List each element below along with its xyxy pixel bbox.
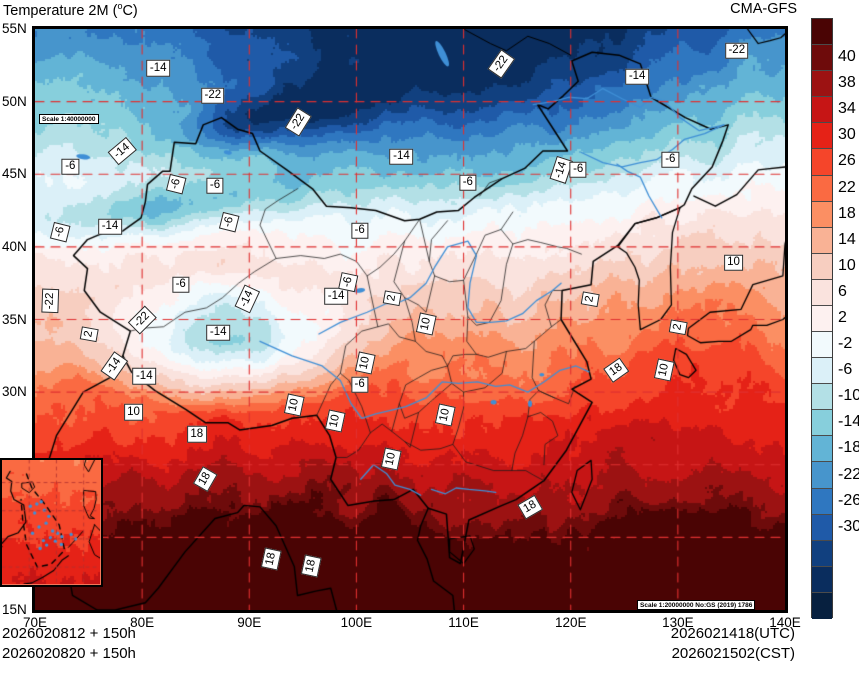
lon-tick-label: 140E — [769, 615, 801, 630]
colorbar-segment — [812, 71, 832, 98]
lat-tick-label: 15N — [2, 602, 27, 617]
contour-label: -22 — [201, 87, 225, 105]
contour-label: -6 — [661, 151, 679, 168]
contour-label: 2 — [79, 325, 98, 343]
colorbar-segment — [812, 410, 832, 437]
contour-label: -14 — [132, 367, 157, 385]
colorbar-segment — [812, 566, 832, 593]
lat-tick-label: 35N — [2, 311, 27, 327]
contour-label: -14 — [324, 288, 348, 305]
init-time-utc: 2026020812 + 150h — [2, 625, 136, 642]
contour-label: 2 — [668, 318, 688, 335]
forecast-map[interactable] — [32, 26, 788, 613]
model-label: CMA-GFS — [730, 1, 797, 17]
lat-tick-label: 55N — [2, 21, 27, 36]
colorbar-segment — [812, 45, 832, 72]
colorbar-tick-label: -30 — [838, 517, 859, 535]
colorbar-tick-label: -6 — [838, 361, 853, 379]
colorbar-tick-label: -26 — [838, 491, 859, 509]
lon-tick-label: 90E — [237, 615, 262, 630]
map-scale-label: Scale 1:20000000 No:GS (2019) 1786 — [637, 600, 756, 611]
contour-label: -6 — [569, 161, 587, 179]
colorbar-tick-label: 34 — [838, 100, 856, 118]
lon-tick-label: 80E — [130, 615, 155, 630]
contour-label: -22 — [41, 288, 59, 313]
contour-label: -22 — [724, 42, 749, 60]
lon-tick-label: 100E — [340, 615, 373, 630]
colorbar-segment — [812, 592, 832, 619]
contour-label: 10 — [723, 254, 744, 272]
colorbar-segment — [812, 175, 832, 202]
colorbar-tick-label: -22 — [838, 465, 859, 483]
colorbar-tick-label: 14 — [838, 230, 856, 248]
contour-label: 2 — [382, 289, 402, 306]
colorbar-segment — [812, 436, 832, 463]
page-title: Temperature 2M (oC) — [3, 1, 138, 19]
lat-tick-label: 45N — [2, 166, 27, 182]
colorbar-tick-label: 6 — [838, 282, 847, 300]
colorbar-segment — [812, 253, 832, 280]
colorbar-segment — [812, 279, 832, 306]
valid-time-utc: 2026021418(UTC) — [670, 625, 795, 642]
contour-label: -14 — [146, 59, 171, 77]
colorbar-segment — [812, 514, 832, 541]
colorbar-tick-label: 10 — [838, 256, 856, 274]
contour-label: -14 — [389, 148, 414, 166]
colorbar-segment — [812, 305, 832, 333]
inset-scale-label: Scale 1:40000000 — [39, 114, 99, 125]
colorbar-tick-label: -10 — [838, 387, 859, 405]
lon-tick-label: 70E — [22, 615, 48, 630]
lon-tick-label: 110E — [448, 615, 479, 630]
contour-label: -6 — [337, 271, 358, 292]
contour-label: -6 — [172, 276, 190, 293]
init-time-cst: 2026020820 + 150h — [2, 645, 136, 662]
colorbar-segment — [812, 123, 832, 150]
valid-time-cst: 2026021502(CST) — [671, 645, 795, 662]
colorbar-tick-label: 2 — [838, 309, 847, 326]
colorbar-tick-label: 38 — [838, 74, 856, 92]
temperature-field-canvas — [35, 29, 785, 610]
colorbar-tick-label: -14 — [838, 413, 859, 431]
colorbar-tick-label: 40 — [838, 48, 856, 66]
contour-label: -6 — [206, 177, 224, 195]
colorbar-tick-label: 26 — [838, 152, 856, 170]
contour-label: -14 — [625, 68, 649, 86]
contour-label: -14 — [206, 324, 231, 341]
degree-symbol: o — [117, 1, 123, 11]
colorbar-segment — [812, 332, 832, 359]
contour-label: 18 — [186, 425, 207, 443]
contour-label: -6 — [61, 158, 79, 176]
contour-label: 2 — [580, 291, 600, 308]
colorbar-segment — [812, 149, 832, 176]
colorbar-segment — [812, 201, 832, 228]
south-china-sea-inset[interactable] — [0, 458, 103, 587]
lat-tick-label: 50N — [2, 93, 27, 109]
colorbar-segment — [812, 358, 832, 385]
contour-label: -14 — [98, 218, 122, 235]
contour-label: -6 — [351, 222, 369, 240]
colorbar-tick-label: 18 — [838, 204, 856, 222]
colorbar-segment — [812, 488, 832, 515]
colorbar-tick-label: -18 — [838, 439, 859, 457]
colorbar-segment — [812, 462, 832, 489]
colorbar-tick-label: 30 — [838, 126, 856, 144]
colorbar-segment — [812, 97, 832, 124]
inset-map-canvas — [2, 460, 100, 584]
lon-tick-label: 120E — [554, 615, 587, 630]
contour-label: 10 — [123, 404, 144, 421]
contour-label: -6 — [351, 376, 369, 394]
lon-tick-label: 130E — [662, 615, 694, 630]
colorbar-tick-label: 22 — [838, 178, 856, 196]
colorbar-segment — [812, 227, 832, 254]
colorbar-segment — [812, 19, 832, 46]
colorbar-tick-label: -2 — [838, 335, 853, 353]
temperature-colorbar[interactable] — [811, 18, 833, 619]
contour-label: -6 — [459, 174, 477, 192]
colorbar-segment — [812, 384, 832, 411]
lat-tick-label: 40N — [2, 238, 27, 254]
colorbar-segment — [812, 540, 832, 567]
lat-tick-label: 30N — [2, 384, 27, 400]
